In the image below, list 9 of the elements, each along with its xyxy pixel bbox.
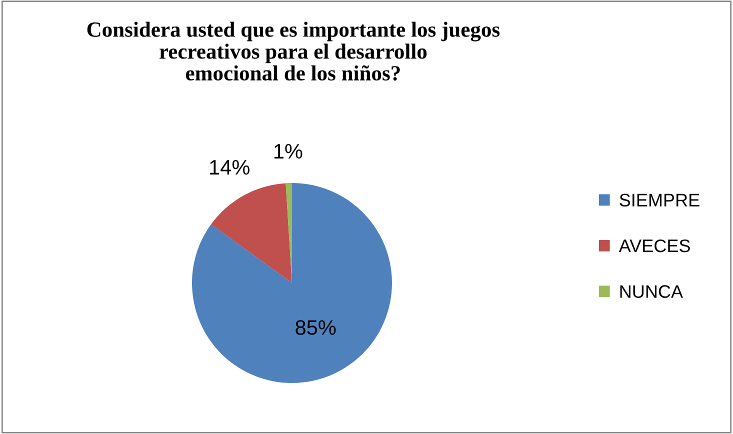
legend-label: AVECES <box>618 239 690 252</box>
pie-slice <box>192 183 392 383</box>
data-label: 85% <box>296 320 336 335</box>
data-label: 14% <box>210 160 250 175</box>
pie-slice <box>211 183 292 283</box>
legend-label: SIEMPRE <box>620 194 700 207</box>
legend-label: NUNCA <box>620 285 684 298</box>
chart-title: Considera usted que es importante los juegos recreativos para el desarrollo emocional de los niños? <box>87 22 500 81</box>
data-label: 1% <box>274 144 302 159</box>
